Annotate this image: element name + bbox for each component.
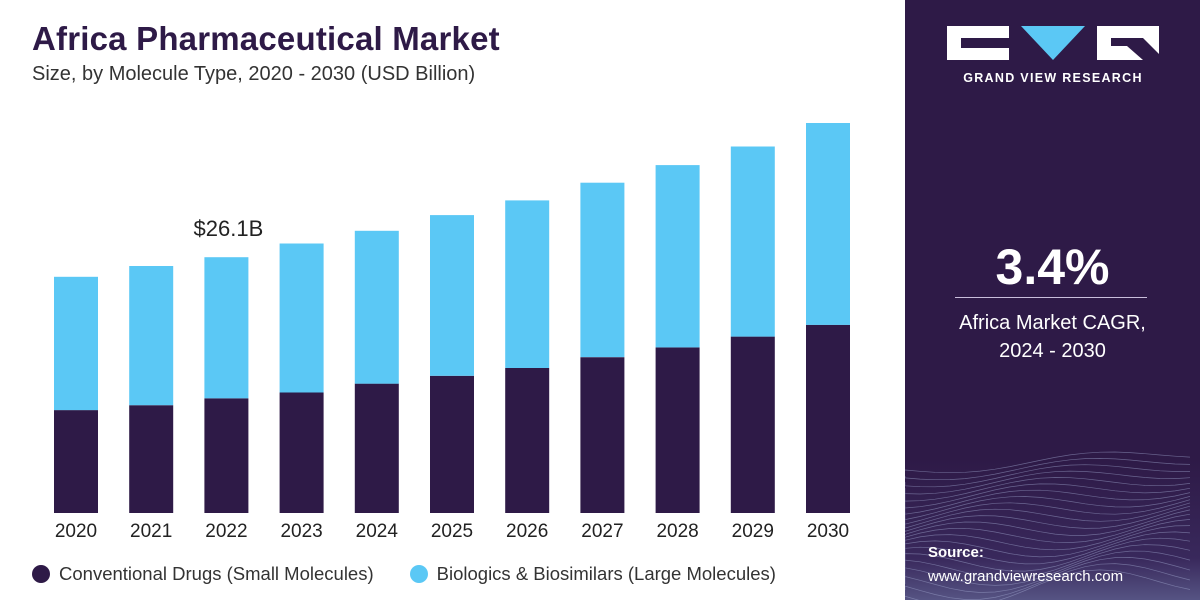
data-label-annotation: $26.1B bbox=[194, 216, 264, 241]
wave-line bbox=[905, 505, 1191, 532]
bar-conventional-2028 bbox=[655, 347, 700, 513]
wave-line bbox=[905, 458, 1191, 481]
chart-subtitle: Size, by Molecule Type, 2020 - 2030 (USD… bbox=[32, 63, 476, 85]
wave-line bbox=[905, 489, 1191, 515]
wave-line bbox=[905, 513, 1191, 543]
wave-line bbox=[905, 563, 1191, 600]
bar-biologics-2028 bbox=[655, 165, 700, 348]
chart-panel: Africa Pharmaceutical Market Size, by Mo… bbox=[32, 20, 850, 585]
wave-line bbox=[905, 502, 1191, 529]
wave-line bbox=[905, 550, 1191, 586]
source-url[interactable]: www.grandviewresearch.com bbox=[928, 568, 1124, 585]
bar-conventional-2025 bbox=[430, 375, 474, 513]
bar-biologics-2021 bbox=[129, 266, 174, 406]
wave-line bbox=[905, 531, 1191, 565]
x-tick-label: 2022 bbox=[205, 521, 247, 542]
wave-line bbox=[905, 519, 1191, 551]
bar-conventional-2029 bbox=[730, 336, 775, 513]
wave-line bbox=[905, 499, 1191, 525]
cagr-label-line2: 2024 - 2030 bbox=[999, 340, 1106, 362]
wave-line bbox=[905, 525, 1191, 558]
bar-biologics-2025 bbox=[430, 215, 474, 376]
wave-line bbox=[905, 537, 1191, 572]
wave-line bbox=[905, 470, 1191, 495]
bar-biologics-2020 bbox=[54, 276, 98, 411]
x-tick-label: 2027 bbox=[581, 521, 623, 542]
bar-biologics-2030 bbox=[806, 123, 850, 325]
legend-label-biologics: Biologics & Biosimilars (Large Molecules… bbox=[436, 563, 776, 584]
legend-item-conventional: Conventional Drugs (Small Molecules) bbox=[32, 563, 374, 585]
x-tick-label: 2028 bbox=[656, 521, 698, 542]
bar-biologics-2024 bbox=[354, 230, 399, 384]
legend: Conventional Drugs (Small Molecules) Bio… bbox=[32, 563, 812, 585]
source-label: Source: bbox=[928, 544, 984, 561]
sidebar-panel: GRAND VIEW RESEARCH 3.4% Africa Market C… bbox=[905, 0, 1200, 600]
bar-biologics-2022 bbox=[204, 257, 249, 399]
wave-line bbox=[905, 477, 1191, 502]
brand-name: GRAND VIEW RESEARCH bbox=[963, 71, 1143, 85]
x-tick-label: 2025 bbox=[431, 521, 473, 542]
chart-title: Africa Pharmaceutical Market bbox=[32, 20, 500, 57]
wave-line bbox=[905, 464, 1191, 488]
cagr-label-line1: Africa Market CAGR, bbox=[959, 312, 1146, 334]
wave-line bbox=[905, 557, 1191, 593]
x-tick-label: 2029 bbox=[732, 521, 774, 542]
logo-mark-icon bbox=[947, 26, 1159, 60]
legend-swatch-biologics bbox=[409, 565, 428, 583]
legend-label-conventional: Conventional Drugs (Small Molecules) bbox=[59, 563, 374, 584]
wave-line bbox=[905, 483, 1191, 509]
x-tick-label: 2023 bbox=[280, 521, 322, 542]
cagr-label: Africa Market CAGR, 2024 - 2030 bbox=[905, 309, 1200, 365]
wave-line bbox=[905, 451, 1191, 474]
grand-view-research-logo: GRAND VIEW RESEARCH bbox=[943, 24, 1163, 94]
wave-pattern-background bbox=[905, 0, 1200, 600]
bar-conventional-2026 bbox=[505, 368, 550, 513]
legend-swatch-conventional bbox=[32, 565, 50, 583]
bar-biologics-2027 bbox=[580, 182, 625, 358]
cagr-divider bbox=[955, 297, 1147, 298]
wave-line bbox=[905, 509, 1191, 536]
bar-conventional-2023 bbox=[279, 392, 324, 513]
wave-line bbox=[905, 569, 1191, 600]
bar-conventional-2024 bbox=[354, 383, 399, 513]
legend-item-biologics: Biologics & Biosimilars (Large Molecules… bbox=[409, 563, 776, 585]
bar-conventional-2027 bbox=[580, 357, 625, 513]
x-tick-label: 2024 bbox=[356, 521, 399, 542]
bar-biologics-2026 bbox=[505, 200, 550, 368]
bar-chart: 2020 2021 2022 2023 2024 2025 2026 2027 2028 2029… bbox=[54, 123, 850, 542]
bar-conventional-2030 bbox=[806, 324, 850, 513]
x-tick-label: 2030 bbox=[807, 521, 849, 542]
bar-conventional-2022 bbox=[204, 398, 249, 513]
bar-biologics-2023 bbox=[279, 243, 324, 393]
x-tick-label: 2021 bbox=[130, 521, 172, 542]
bar-biologics-2029 bbox=[730, 146, 775, 337]
x-tick-label: 2020 bbox=[55, 521, 97, 542]
wave-line bbox=[905, 496, 1191, 520]
x-tick-label: 2026 bbox=[506, 521, 548, 542]
bar-conventional-2021 bbox=[129, 405, 174, 513]
wave-line bbox=[905, 544, 1191, 579]
bar-conventional-2020 bbox=[54, 410, 98, 513]
cagr-value: 3.4% bbox=[995, 239, 1110, 295]
